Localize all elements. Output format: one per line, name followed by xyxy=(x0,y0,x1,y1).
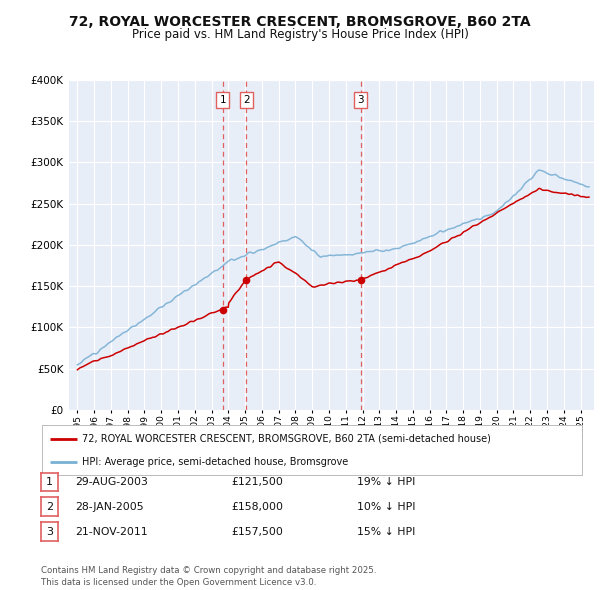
Text: 1: 1 xyxy=(46,477,53,487)
Text: 28-JAN-2005: 28-JAN-2005 xyxy=(75,502,143,512)
Text: 3: 3 xyxy=(46,527,53,536)
Text: 1: 1 xyxy=(220,96,226,105)
Text: £158,000: £158,000 xyxy=(231,502,283,512)
Text: £157,500: £157,500 xyxy=(231,527,283,536)
Text: £121,500: £121,500 xyxy=(231,477,283,487)
Text: 2: 2 xyxy=(46,502,53,512)
Text: 29-AUG-2003: 29-AUG-2003 xyxy=(75,477,148,487)
Text: HPI: Average price, semi-detached house, Bromsgrove: HPI: Average price, semi-detached house,… xyxy=(83,457,349,467)
Text: 15% ↓ HPI: 15% ↓ HPI xyxy=(357,527,415,536)
Text: 10% ↓ HPI: 10% ↓ HPI xyxy=(357,502,415,512)
Text: 72, ROYAL WORCESTER CRESCENT, BROMSGROVE, B60 2TA (semi-detached house): 72, ROYAL WORCESTER CRESCENT, BROMSGROVE… xyxy=(83,434,491,444)
Text: Price paid vs. HM Land Registry's House Price Index (HPI): Price paid vs. HM Land Registry's House … xyxy=(131,28,469,41)
Text: 72, ROYAL WORCESTER CRESCENT, BROMSGROVE, B60 2TA: 72, ROYAL WORCESTER CRESCENT, BROMSGROVE… xyxy=(69,15,531,29)
Text: 2: 2 xyxy=(243,96,250,105)
Text: 19% ↓ HPI: 19% ↓ HPI xyxy=(357,477,415,487)
Text: Contains HM Land Registry data © Crown copyright and database right 2025.
This d: Contains HM Land Registry data © Crown c… xyxy=(41,566,376,587)
Text: 3: 3 xyxy=(358,96,364,105)
Text: 21-NOV-2011: 21-NOV-2011 xyxy=(75,527,148,536)
